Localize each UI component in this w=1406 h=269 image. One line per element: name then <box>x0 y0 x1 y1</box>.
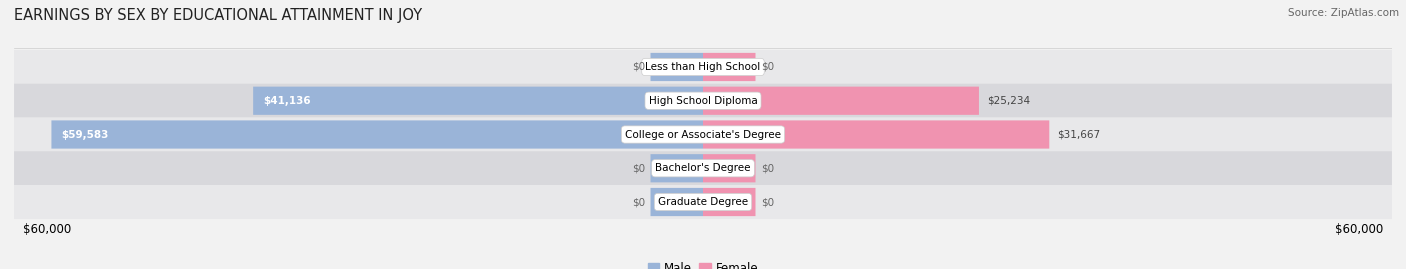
FancyBboxPatch shape <box>651 188 703 216</box>
Text: EARNINGS BY SEX BY EDUCATIONAL ATTAINMENT IN JOY: EARNINGS BY SEX BY EDUCATIONAL ATTAINMEN… <box>14 8 422 23</box>
FancyBboxPatch shape <box>14 185 1392 219</box>
FancyBboxPatch shape <box>651 154 703 182</box>
Text: $0: $0 <box>633 62 645 72</box>
FancyBboxPatch shape <box>253 87 703 115</box>
FancyBboxPatch shape <box>703 53 755 81</box>
FancyBboxPatch shape <box>14 50 1392 84</box>
Text: $0: $0 <box>761 163 773 173</box>
Text: $41,136: $41,136 <box>263 96 311 106</box>
Text: Less than High School: Less than High School <box>645 62 761 72</box>
FancyBboxPatch shape <box>703 121 1049 148</box>
Text: Source: ZipAtlas.com: Source: ZipAtlas.com <box>1288 8 1399 18</box>
FancyBboxPatch shape <box>14 84 1392 118</box>
Text: $0: $0 <box>633 163 645 173</box>
FancyBboxPatch shape <box>14 151 1392 185</box>
Text: High School Diploma: High School Diploma <box>648 96 758 106</box>
Text: $0: $0 <box>633 197 645 207</box>
Text: $25,234: $25,234 <box>987 96 1031 106</box>
Text: Bachelor's Degree: Bachelor's Degree <box>655 163 751 173</box>
Legend: Male, Female: Male, Female <box>643 258 763 269</box>
FancyBboxPatch shape <box>651 53 703 81</box>
FancyBboxPatch shape <box>703 87 979 115</box>
Text: $31,667: $31,667 <box>1057 129 1101 140</box>
FancyBboxPatch shape <box>703 188 755 216</box>
Text: College or Associate's Degree: College or Associate's Degree <box>626 129 780 140</box>
FancyBboxPatch shape <box>14 118 1392 151</box>
FancyBboxPatch shape <box>703 154 755 182</box>
FancyBboxPatch shape <box>52 121 703 148</box>
Text: $0: $0 <box>761 62 773 72</box>
Text: $0: $0 <box>761 197 773 207</box>
Text: $59,583: $59,583 <box>62 129 108 140</box>
Text: Graduate Degree: Graduate Degree <box>658 197 748 207</box>
